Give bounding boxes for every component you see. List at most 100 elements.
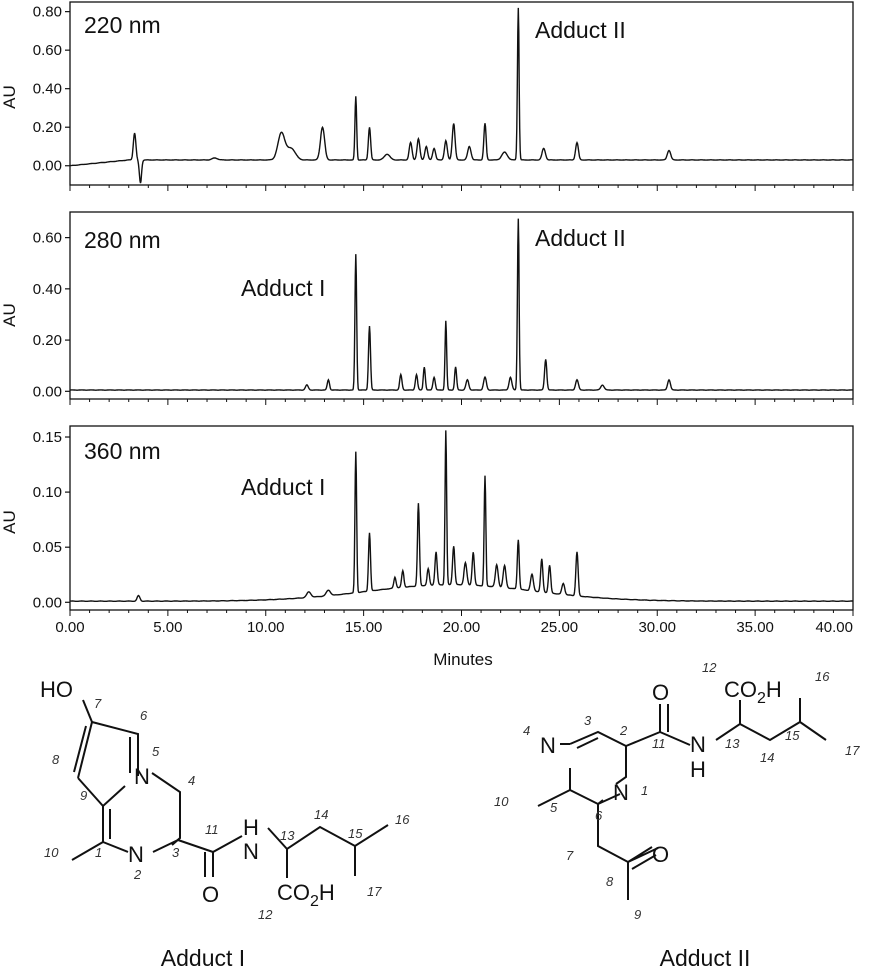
y-tick-label: 0.60 (33, 230, 62, 247)
y-tick-label: 0.00 (33, 594, 62, 611)
bond-side-substituents (537, 789, 659, 900)
locant-10-ii: 10 (494, 794, 509, 809)
bond-c7-oh (82, 699, 93, 723)
locant-15-ii: 15 (785, 728, 800, 743)
chromatogram-trace-360nm (69, 430, 853, 602)
label-o8: O (652, 842, 669, 867)
locant-8: 8 (52, 752, 60, 767)
y-axis-label-280nm: AU (0, 303, 19, 327)
locant-10: 10 (44, 845, 59, 860)
label-nh-h: H (690, 757, 706, 782)
annotation-adduct-i-360nm: Adduct I (241, 474, 325, 500)
label-amide-n: N (243, 839, 259, 864)
chromatogram-trace-280nm (70, 218, 853, 391)
locant-4: 4 (188, 773, 195, 788)
wavelength-label-220nm: 220 nm (84, 12, 161, 38)
label-n4: N (540, 733, 556, 758)
locant-1: 1 (95, 845, 102, 860)
label-ho: HO (40, 677, 73, 702)
locant-4-ii: 4 (523, 723, 530, 738)
annotation-adduct-i-280nm: Adduct I (241, 275, 325, 301)
y-axis-ticks-280nm: 0.00 0.20 0.40 0.60 (33, 230, 854, 405)
bond-amide-chain (625, 698, 827, 747)
locant-2: 2 (133, 867, 142, 882)
locant-13: 13 (280, 828, 295, 843)
x-tick-label: 5.00 (153, 619, 182, 636)
locant-5-ii: 5 (550, 800, 558, 815)
wavelength-label-280nm: 280 nm (84, 227, 161, 253)
locant-14: 14 (314, 807, 328, 822)
caption-adduct-i: Adduct I (161, 945, 245, 971)
panel-360nm: 0.00 0.05 0.10 0.15 0.00 5.00 10.00 15.00 20.00… (0, 425, 854, 669)
annotation-adduct-ii-280nm: Adduct II (535, 225, 626, 251)
x-tick-label: 20.00 (443, 619, 481, 636)
y-tick-label: 0.05 (33, 539, 62, 556)
label-co2h: CO2H (277, 880, 335, 910)
chromatogram-trace-220nm (69, 7, 854, 184)
bond-ring5 (73, 721, 139, 808)
locant-3-ii: 3 (584, 713, 592, 728)
x-tick-label: 30.00 (638, 619, 676, 636)
plot-frame-220nm (69, 1, 854, 186)
y-tick-label: 0.00 (33, 158, 62, 175)
locant-17-ii: 17 (845, 743, 860, 758)
y-tick-label: 0.40 (33, 81, 62, 98)
y-axis-label-220nm: AU (0, 85, 19, 109)
bond-ring6 (102, 772, 181, 853)
y-tick-label: 0.60 (33, 42, 62, 59)
locant-7: 7 (94, 696, 102, 711)
label-nh-n: N (690, 732, 706, 757)
locant-12-ii: 12 (702, 660, 717, 675)
label-carbonyl-o: O (202, 882, 219, 907)
locant-1-ii: 1 (641, 783, 648, 798)
label-o11: O (652, 680, 669, 705)
bond-ketone-double (631, 854, 657, 870)
structure-adduct-ii: O CO2H N N H N O 12 16 3 2 4 11 13 15 17… (494, 660, 860, 971)
locant-11-ii: 11 (652, 736, 666, 751)
locant-6-ii: 6 (595, 808, 603, 823)
y-tick-label: 0.00 (33, 383, 62, 400)
bond-sidechain (152, 824, 389, 878)
bond-c1-methyl (71, 841, 104, 861)
y-tick-label: 0.10 (33, 484, 62, 501)
locant-5: 5 (152, 744, 160, 759)
locant-16-ii: 16 (815, 669, 830, 684)
x-tick-label: 15.00 (345, 619, 383, 636)
locant-16: 16 (395, 812, 410, 827)
plot-frame-280nm (69, 211, 854, 400)
y-tick-label: 0.20 (33, 332, 62, 349)
y-axis-ticks-360nm: 0.00 0.05 0.10 0.15 (33, 429, 854, 616)
locant-3: 3 (172, 845, 180, 860)
locant-6: 6 (140, 708, 148, 723)
label-n1: N (613, 780, 629, 805)
locant-7-ii: 7 (566, 848, 574, 863)
locant-2-ii: 2 (619, 723, 628, 738)
x-axis-label: Minutes (433, 650, 493, 669)
y-tick-label: 0.15 (33, 429, 62, 446)
x-tick-label: 25.00 (541, 619, 579, 636)
locant-17: 17 (367, 884, 382, 899)
y-tick-label: 0.40 (33, 281, 62, 298)
y-tick-label: 0.80 (33, 4, 62, 21)
panel-220nm: 0.00 0.20 0.40 0.60 0.80 AU 220 nm Adduct II (0, 1, 854, 191)
plot-frame-360nm (69, 425, 854, 611)
label-co2h-ii: CO2H (724, 677, 782, 707)
x-tick-label: 0.00 (55, 619, 84, 636)
structure-adduct-i: HO N N H N O CO2H 7 6 8 5 4 9 1 10 2 3 1… (40, 677, 410, 971)
annotation-adduct-ii-220nm: Adduct II (535, 17, 626, 43)
x-tick-label: 35.00 (736, 619, 774, 636)
label-n2: N (128, 842, 144, 867)
label-amide-h: H (243, 815, 259, 840)
locant-11: 11 (205, 822, 219, 837)
x-axis-ticks: 0.00 5.00 10.00 15.00 20.00 25.00 30.00 35.00 40… (55, 619, 853, 636)
wavelength-label-360nm: 360 nm (84, 438, 161, 464)
locant-15: 15 (348, 826, 363, 841)
y-tick-label: 0.20 (33, 119, 62, 136)
y-axis-ticks-220nm: 0.00 0.20 0.40 0.60 0.80 (33, 4, 854, 191)
caption-adduct-ii: Adduct II (660, 945, 751, 971)
locant-9-ii: 9 (634, 907, 641, 922)
locant-12: 12 (258, 907, 273, 922)
panel-280nm: 0.00 0.20 0.40 0.60 AU 280 nm Adduct I Addu… (0, 211, 854, 405)
locant-13-ii: 13 (725, 736, 740, 751)
